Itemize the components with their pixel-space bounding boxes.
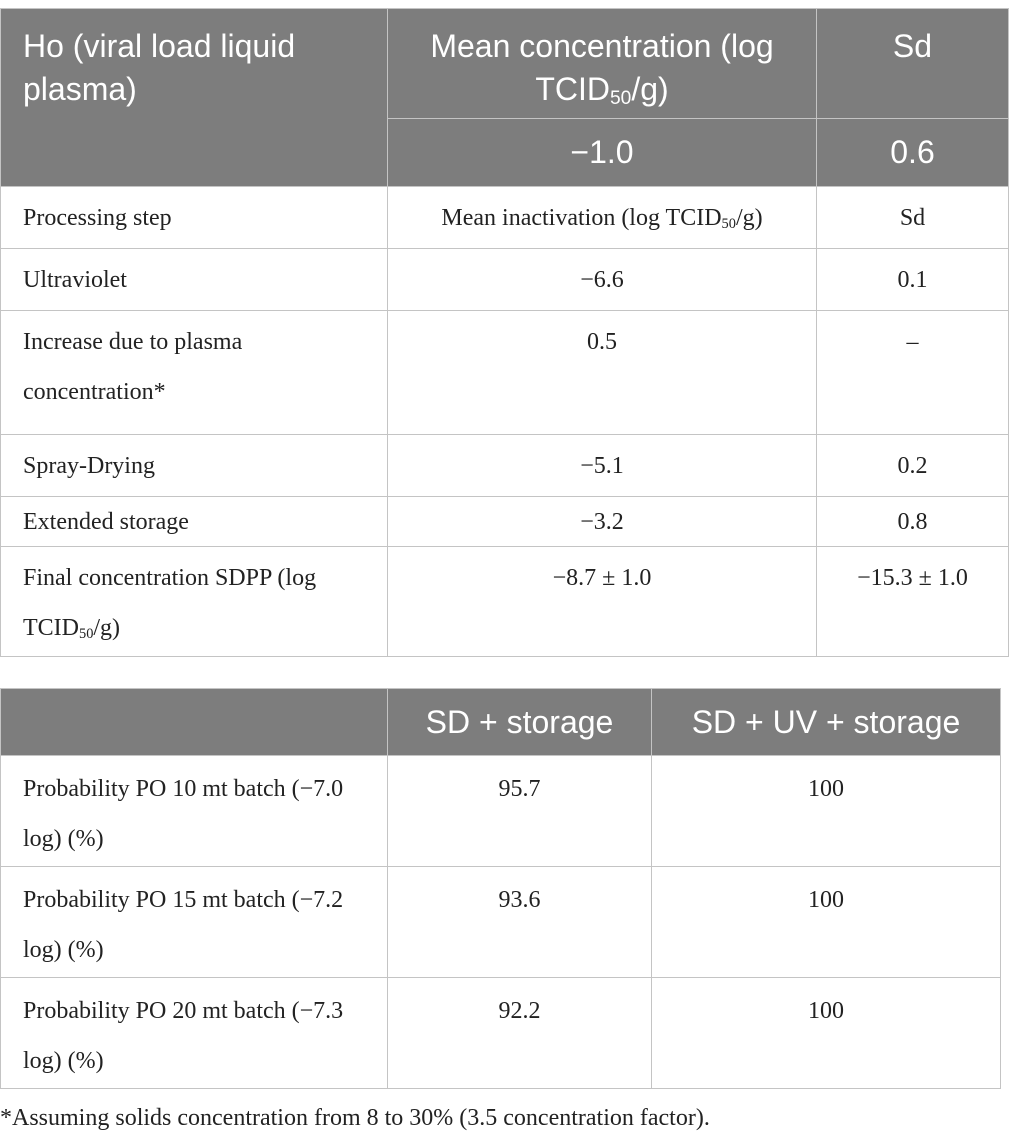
footnote: *Assuming solids concentration from 8 to… [0, 1105, 710, 1131]
table-cell: Mean inactivation (log TCID50/g) [387, 186, 817, 249]
cell-text: 100 [808, 776, 844, 802]
table-cell: – [816, 310, 1009, 435]
table-cell: Ultraviolet [0, 248, 388, 311]
text: – [906, 329, 919, 355]
table-cell: 100 [651, 977, 1001, 1089]
table-cell: 0.8 [816, 496, 1009, 547]
cell-text: 100 [808, 998, 844, 1024]
cell-text: 93.6 [498, 887, 541, 913]
table-cell: 100 [651, 866, 1001, 978]
cell-text: −5.1 [388, 441, 816, 491]
text: Processing step [23, 205, 172, 231]
table-cell: 0.5 [387, 310, 817, 435]
cell-text: Sd [817, 193, 1008, 243]
cell-text: Mean inactivation (log TCID50/g) [388, 193, 816, 243]
table-cell: 100 [651, 755, 1001, 867]
subscript: 50 [721, 215, 736, 232]
table-cell [0, 688, 388, 756]
table-cell: Probability PO 10 mt batch (−7.0 log) (%… [0, 755, 388, 867]
cell-text: Probability PO 20 mt batch (−7.3 log) (%… [23, 998, 344, 1074]
cell-text: Spray-Drying [23, 441, 387, 491]
cell-text: Probability PO 10 mt batch (−7.0 log) (%… [23, 776, 344, 852]
cell-text: 0.5 [388, 317, 816, 367]
table-cell: Increase due to plasma concentration* [0, 310, 388, 435]
cell-text: −8.7 ± 1.0 [388, 553, 816, 603]
table-cell: −8.7 ± 1.0 [387, 546, 817, 657]
table-cell: 0.1 [816, 248, 1009, 311]
table-cell: Extended storage [0, 496, 388, 547]
cell-text: Final concentration SDPP (log TCID50/g) [23, 553, 387, 653]
cell-text: Probability PO 15 mt batch (−7.2 log) (%… [23, 887, 344, 963]
cell-text: SD + UV + storage [691, 703, 961, 740]
text: 0.8 [897, 509, 928, 535]
cell-text: −15.3 ± 1.0 [817, 553, 1008, 603]
text: −3.2 [580, 509, 624, 535]
table-cell: −15.3 ± 1.0 [816, 546, 1009, 657]
text: Sd [892, 28, 933, 64]
text: Mean inactivation (log TCID [441, 205, 722, 231]
cell-text: 0.2 [817, 441, 1008, 491]
subscript: 50 [79, 625, 94, 642]
cell-text: −6.6 [388, 255, 816, 305]
cell-text: 0.6 [890, 134, 935, 170]
table-cell: Sd [816, 8, 1009, 119]
table-cell: −3.2 [387, 496, 817, 547]
text: −6.6 [580, 267, 624, 293]
cell-text: Processing step [23, 193, 387, 243]
table-cell: Probability PO 15 mt batch (−7.2 log) (%… [0, 866, 388, 978]
table-cell: −5.1 [387, 434, 817, 497]
cell-text: 100 [808, 887, 844, 913]
table-cell: Final concentration SDPP (log TCID50/g) [0, 546, 388, 657]
text: 0.5 [587, 329, 617, 355]
text: Increase due to plasma concentration* [23, 329, 243, 405]
cell-text: −1.0 [570, 134, 634, 170]
table-cell: 0.6 [816, 118, 1009, 187]
table-cell: Mean concentration (log TCID50/g) [387, 8, 817, 119]
text: /g) [93, 615, 121, 641]
text: Final concentration SDPP (log TCID [23, 565, 317, 641]
text: 0.1 [897, 267, 928, 293]
text: Ultraviolet [23, 267, 127, 293]
text: −8.7 ± 1.0 [552, 565, 652, 591]
table-cell: Probability PO 20 mt batch (−7.3 log) (%… [0, 977, 388, 1089]
text: Sd [899, 205, 926, 231]
text: 0.2 [897, 453, 928, 479]
text: Ho (viral load liquid plasma) [23, 28, 296, 107]
cell-text: SD + storage [425, 703, 614, 740]
cell-text: 92.2 [498, 998, 541, 1024]
table-cell: Sd [816, 186, 1009, 249]
text: Extended storage [23, 509, 189, 535]
text: −15.3 ± 1.0 [857, 565, 968, 591]
table-cell: 92.2 [387, 977, 652, 1089]
table-cell: 0.2 [816, 434, 1009, 497]
table-cell: 95.7 [387, 755, 652, 867]
text: −5.1 [580, 453, 624, 479]
text: Spray-Drying [23, 453, 155, 479]
cell-text: Ho (viral load liquid plasma) [23, 25, 387, 111]
cell-text: Ultraviolet [23, 255, 387, 305]
cell-text: −3.2 [388, 497, 816, 547]
cell-text: Extended storage [23, 497, 387, 547]
cell-text: 95.7 [498, 776, 541, 802]
cell-text: Increase due to plasma concentration* [23, 317, 387, 417]
table-cell: −6.6 [387, 248, 817, 311]
text: /g) [631, 71, 669, 107]
table-cell: Ho (viral load liquid plasma) [0, 8, 388, 187]
text: Mean concentration (log TCID [430, 28, 774, 107]
cell-text: 0.8 [817, 497, 1008, 547]
table-cell: Processing step [0, 186, 388, 249]
cell-text: – [817, 317, 1008, 367]
table-cell: SD + storage [387, 688, 652, 756]
cell-text: 0.1 [817, 255, 1008, 305]
table-cell: 93.6 [387, 866, 652, 978]
table-cell: −1.0 [387, 118, 817, 187]
table-cell: SD + UV + storage [651, 688, 1001, 756]
cell-text: Sd [817, 25, 1008, 68]
text: /g) [735, 205, 763, 231]
subscript: 50 [609, 87, 632, 109]
table-cell: Spray-Drying [0, 434, 388, 497]
cell-text: Mean concentration (log TCID50/g) [388, 25, 816, 111]
